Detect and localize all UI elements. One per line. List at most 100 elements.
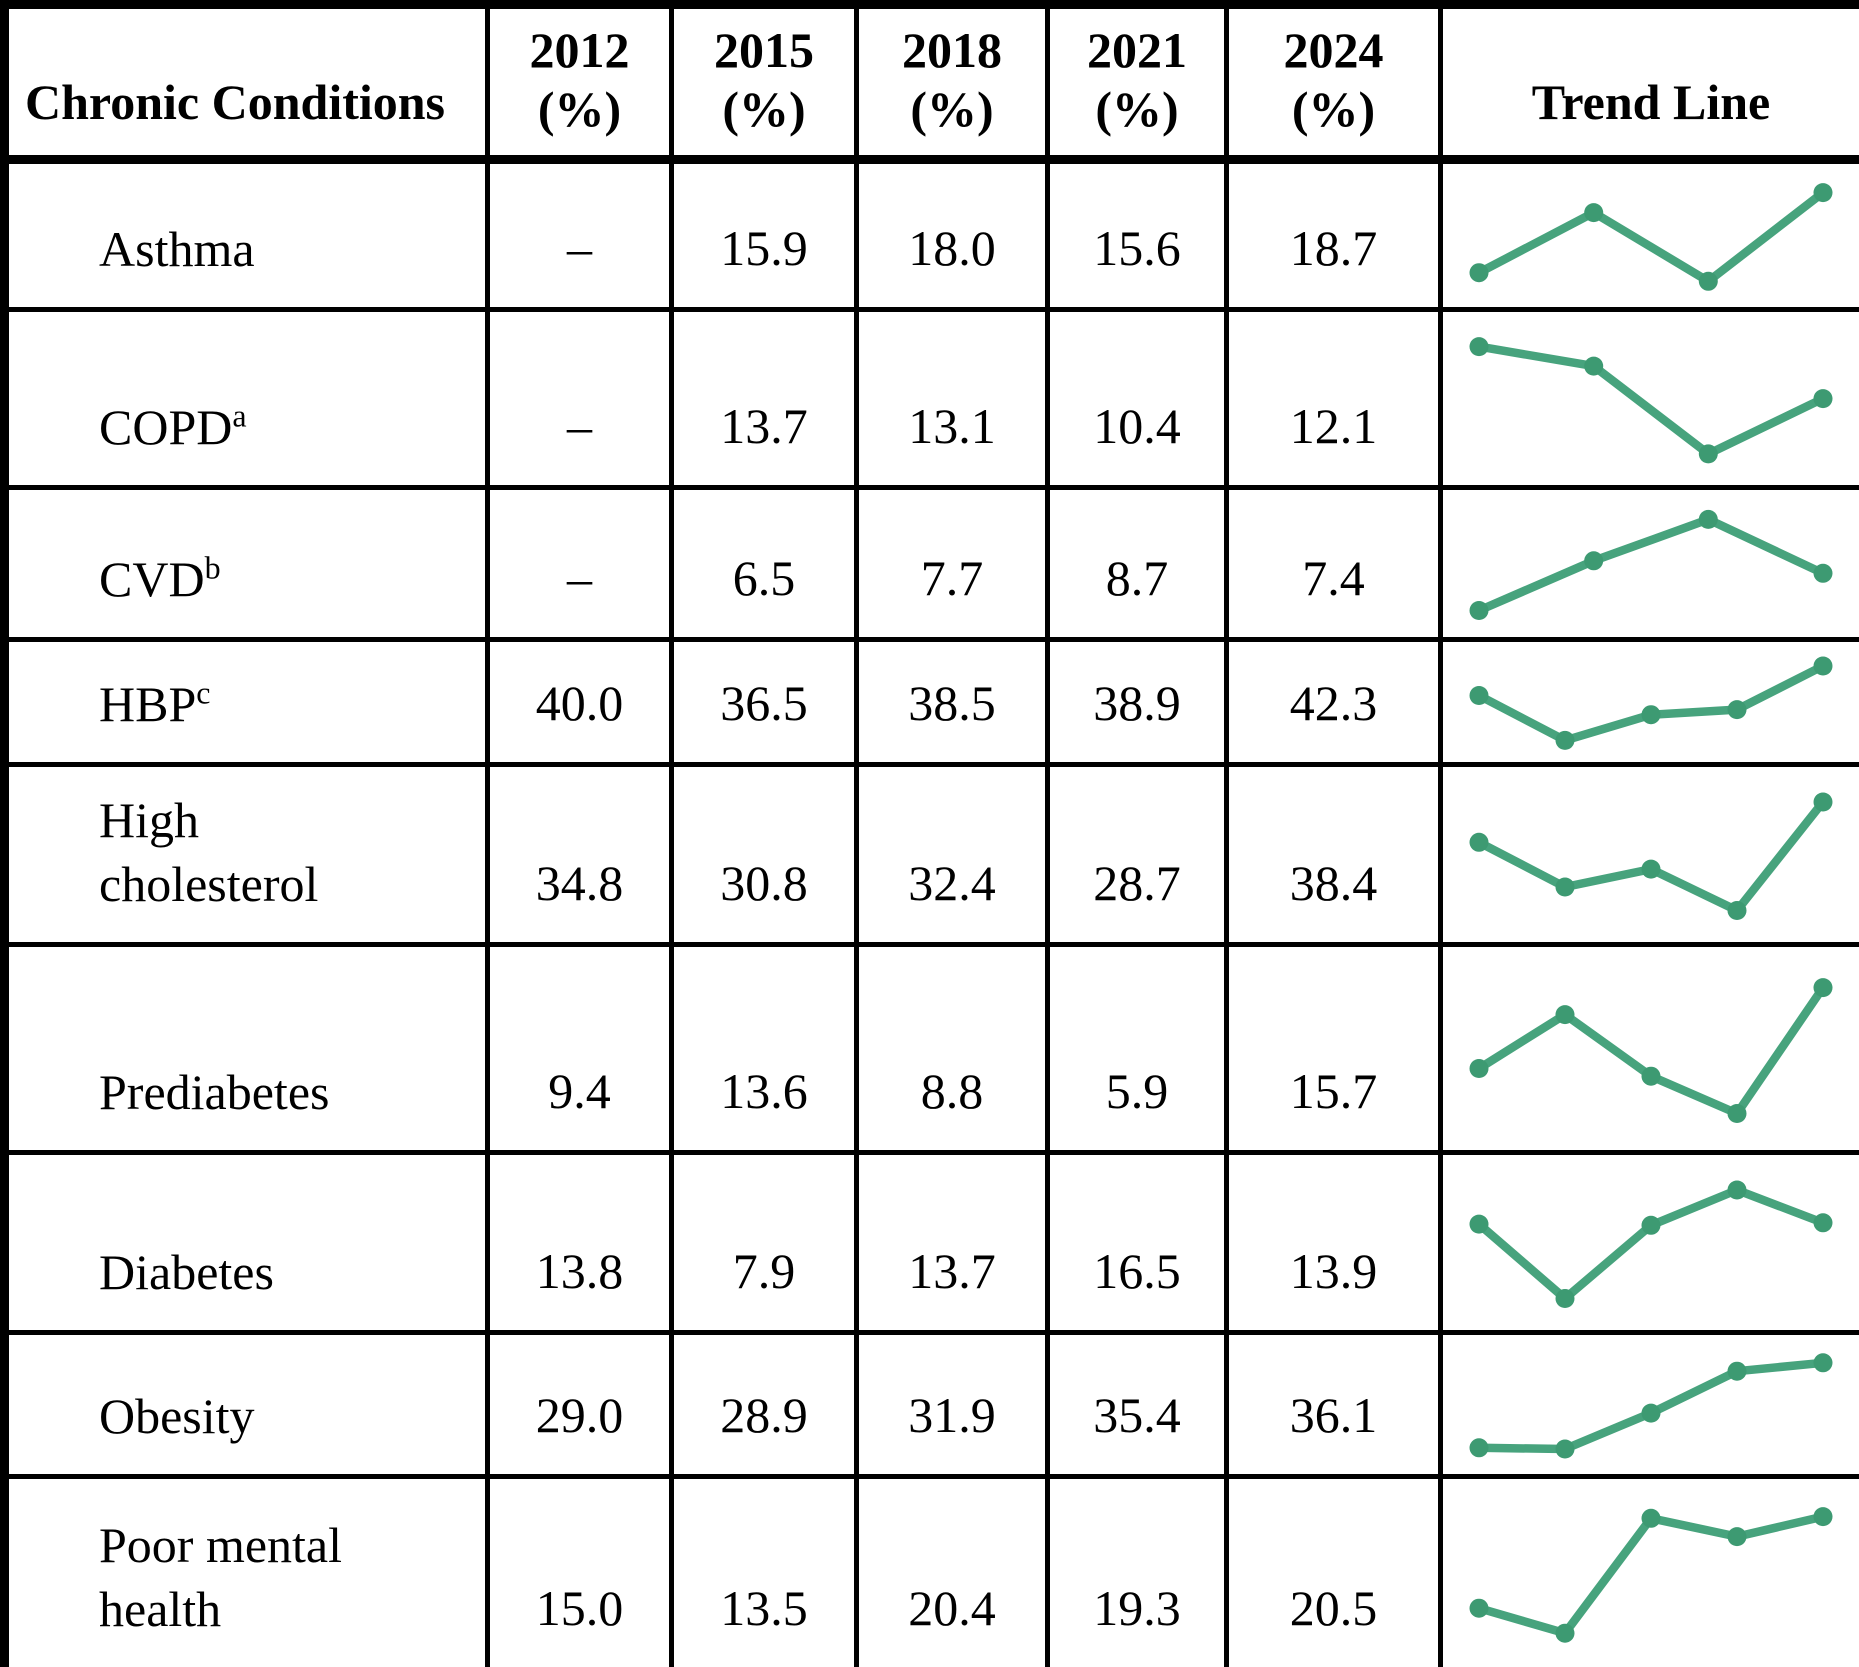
trend-point <box>1698 509 1718 529</box>
table-row-copd: COPDa –13.7 13.1 10.4 12.1 <box>2 307 1859 490</box>
value-cell-2024: 15.7 <box>1224 942 1443 1155</box>
condition-cell: CVDb <box>2 485 490 642</box>
trend-cell <box>1438 485 1859 642</box>
trend-point <box>1641 1066 1661 1086</box>
value-cell-2012: – <box>485 157 674 312</box>
trend-sparkline <box>1469 1507 1833 1643</box>
trend-point <box>1469 1598 1489 1618</box>
trend-point <box>1555 1005 1575 1025</box>
trend-sparkline <box>1469 978 1833 1123</box>
value-cell-2021: 28.7 <box>1045 762 1229 947</box>
trend-line-path <box>1474 797 1828 915</box>
value-cell-2021: 16.5 <box>1045 1150 1229 1335</box>
footnote-marker: a <box>232 397 247 434</box>
percent-unit-label: (%) <box>537 81 622 137</box>
condition-cell: Asthma <box>2 157 490 312</box>
condition-cell: High cholesterol <box>2 762 490 947</box>
trend-line-path <box>1474 1185 1828 1303</box>
value-cell-2012: 34.8 <box>485 762 674 947</box>
value-cell-2024: 13.9 <box>1224 1150 1443 1335</box>
trend-cell <box>1438 1330 1859 1479</box>
trend-point <box>1727 1361 1747 1381</box>
trend-point <box>1813 1213 1833 1233</box>
column-header-year-2012: 2012 (%) <box>485 2 674 164</box>
value-cell-2018: 38.5 <box>854 637 1050 767</box>
value-cell-2018: 13.1 <box>854 307 1050 490</box>
year-label: 2024 <box>1283 22 1384 78</box>
trend-line-path <box>1474 983 1828 1118</box>
value-cell-2018: 7.7 <box>854 485 1050 642</box>
trend-point <box>1813 792 1833 812</box>
value-cell-2018: 8.8 <box>854 942 1050 1155</box>
value-cell-2015: 36.5 <box>669 637 859 767</box>
column-header-year-2021: 2021 (%) <box>1045 2 1229 164</box>
value-cell-2021: 5.9 <box>1045 942 1229 1155</box>
table-row-diabetes: Diabetes 13.8 7.9 13.7 16.5 13.9 <box>2 1150 1859 1335</box>
table-row-high-cholesterol: High cholesterol 34.8 30.8 32.4 28.7 38.4 <box>2 762 1859 947</box>
value-cell-2012: 15.0 <box>485 1474 674 1667</box>
value-cell-2015: 6.5 <box>669 485 859 642</box>
trend-sparkline <box>1469 792 1833 920</box>
condition-cell: HBPc <box>2 637 490 767</box>
condition-label: CVD <box>99 551 205 607</box>
trend-point <box>1469 337 1489 357</box>
trend-point <box>1469 1059 1489 1078</box>
value-cell-2024: 7.4 <box>1224 485 1443 642</box>
trend-point <box>1698 444 1718 464</box>
trend-point <box>1641 705 1661 725</box>
trend-point <box>1813 978 1833 998</box>
value-cell-2018: 13.7 <box>854 1150 1050 1335</box>
table-row-poor-mental-health: Poor mental health 15.0 13.5 20.4 19.3 20.5 <box>2 1474 1859 1667</box>
value-cell-2015: 13.6 <box>669 942 859 1155</box>
trend-point <box>1727 901 1747 920</box>
trend-point <box>1469 601 1489 620</box>
table-row-obesity: Obesity 29.0 28.9 31.9 35.4 36.1 <box>2 1330 1859 1479</box>
trend-point <box>1555 1439 1575 1459</box>
trend-cell <box>1438 637 1859 767</box>
value-cell-2012: – <box>485 485 674 642</box>
condition-label: Diabetes <box>99 1244 274 1300</box>
trend-point <box>1727 700 1747 720</box>
condition-label: Poor mental health <box>99 1517 343 1637</box>
value-cell-2012: 13.8 <box>485 1150 674 1335</box>
trend-point <box>1698 271 1718 291</box>
trend-point <box>1813 1353 1833 1373</box>
trend-point <box>1469 1214 1489 1234</box>
year-label: 2021 <box>1087 22 1187 78</box>
trend-cell <box>1438 1150 1859 1335</box>
trend-point <box>1641 1215 1661 1235</box>
column-header-year-2015: 2015 (%) <box>669 2 859 164</box>
trend-sparkline <box>1469 183 1833 291</box>
value-cell-2021: 38.9 <box>1045 637 1229 767</box>
trend-point <box>1584 551 1604 571</box>
condition-cell: Prediabetes <box>2 942 490 1155</box>
value-cell-2024: 18.7 <box>1224 157 1443 312</box>
table-row-asthma: Asthma –15.9 18.0 15.6 18.7 <box>2 157 1859 312</box>
value-cell-2018: 31.9 <box>854 1330 1050 1479</box>
value-cell-2015: 30.8 <box>669 762 859 947</box>
value-cell-2024: 38.4 <box>1224 762 1443 947</box>
table-row-prediabetes: Prediabetes 9.4 13.6 8.8 5.9 15.7 <box>2 942 1859 1155</box>
year-label: 2015 <box>714 22 814 78</box>
condition-label: Obesity <box>99 1388 255 1444</box>
trend-point <box>1469 1438 1489 1458</box>
trend-sparkline <box>1469 337 1833 464</box>
trend-line-path <box>1474 661 1828 745</box>
condition-cell: Diabetes <box>2 1150 490 1335</box>
trend-sparkline <box>1469 656 1833 750</box>
trend-line-path <box>1474 188 1828 286</box>
trend-point <box>1469 263 1489 283</box>
value-cell-2021: 35.4 <box>1045 1330 1229 1479</box>
trend-point <box>1555 1623 1575 1643</box>
trend-point <box>1584 356 1604 376</box>
trend-cell <box>1438 157 1859 312</box>
trend-sparkline <box>1469 1180 1833 1308</box>
value-cell-2021: 15.6 <box>1045 157 1229 312</box>
value-cell-2021: 19.3 <box>1045 1474 1229 1667</box>
value-cell-2021: 10.4 <box>1045 307 1229 490</box>
condition-label: COPD <box>99 399 233 455</box>
footnote-marker: c <box>196 674 211 711</box>
percent-unit-label: (%) <box>1291 81 1376 137</box>
trend-sparkline <box>1469 1353 1833 1459</box>
